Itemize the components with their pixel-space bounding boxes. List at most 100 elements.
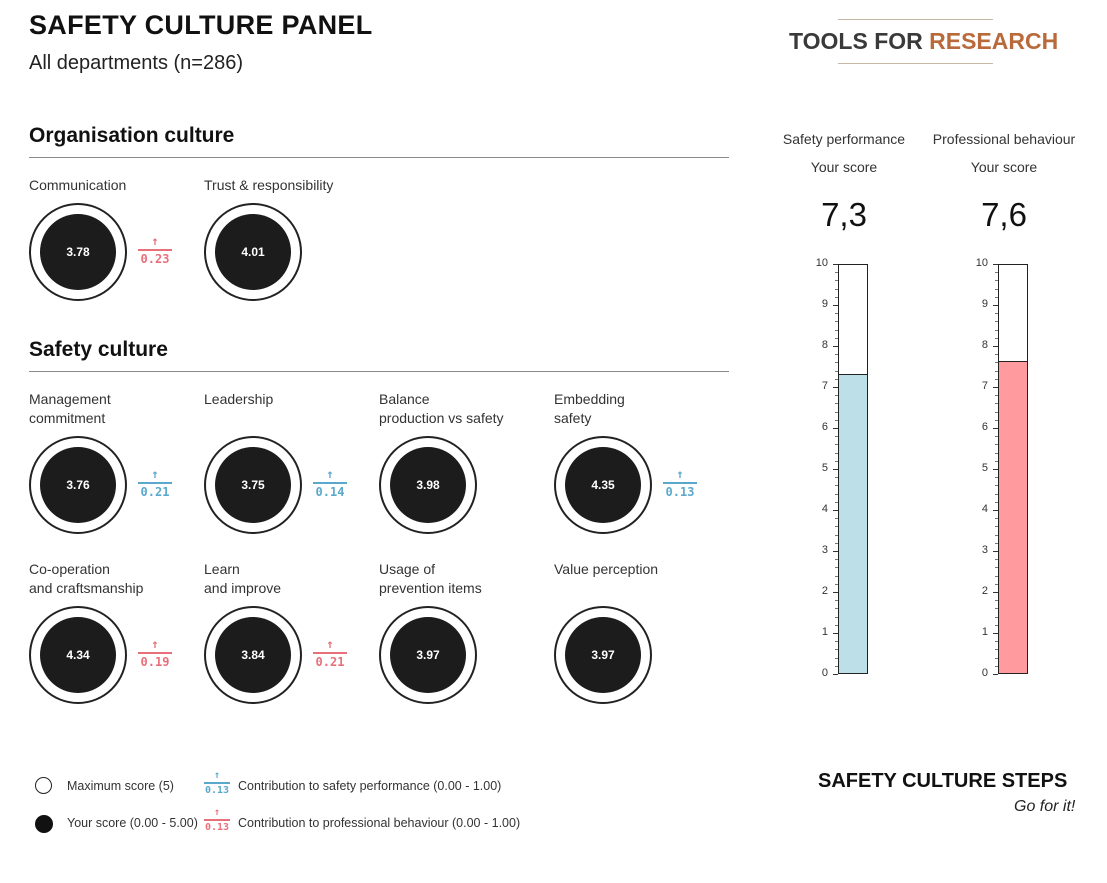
meter-minor-tick (835, 354, 838, 356)
meter-tick-label: 3 (981, 544, 988, 556)
up-arrow-icon: ↑ (326, 467, 334, 481)
meter-minor-tick (835, 600, 838, 602)
meter-tick (993, 510, 998, 511)
meter-minor-tick (995, 321, 998, 323)
section-divider (29, 157, 729, 158)
meter-tick (833, 264, 838, 265)
dimension-label-line: Trust & responsibility (204, 177, 334, 193)
meter-minor-tick (995, 501, 998, 503)
score-circle: 3.78 (29, 203, 127, 301)
meter-minor-tick (995, 452, 998, 454)
meter-minor-tick (835, 395, 838, 397)
score-value: 3.97 (390, 617, 466, 693)
meter-minor-tick (835, 452, 838, 454)
meter-minor-tick (835, 272, 838, 274)
meter-minor-tick (835, 526, 838, 528)
contribution-value: 0.13 (665, 485, 695, 499)
meter-minor-tick (995, 362, 998, 364)
meter-tick-label: 8 (821, 339, 828, 351)
contribution-value: 0.21 (140, 485, 170, 499)
dimension-label: Trust & responsibility (204, 176, 364, 195)
behaviour-contribution-indicator: ↑ 0.23 (138, 235, 172, 266)
meter-minor-tick (995, 288, 998, 290)
meter-tick (993, 551, 998, 552)
meter-bar-frame (998, 264, 1028, 674)
meter-tick-label: 7 (821, 380, 828, 392)
meter-minor-tick (835, 657, 838, 659)
meter-tick (833, 305, 838, 306)
meter-minor-tick (995, 665, 998, 667)
meter-tick (833, 592, 838, 593)
dimension-label: Co-operation and craftsmanship (29, 560, 189, 598)
behaviour-contribution-indicator: ↑ 0.19 (138, 638, 172, 669)
legend-max-score: Maximum score (5) (67, 779, 174, 793)
meter-tick (833, 551, 838, 552)
meter-bar-fill (839, 373, 867, 673)
meter-minor-tick (995, 477, 998, 479)
meter-minor-tick (835, 280, 838, 282)
score-circle: 3.98 (379, 436, 477, 534)
dimension-label: Leadership (204, 390, 364, 409)
meter-minor-tick (995, 624, 998, 626)
meter-tick-label: 1 (821, 626, 828, 638)
meter-minor-tick (835, 649, 838, 651)
meter-minor-tick (995, 337, 998, 339)
meter-minor-tick (835, 485, 838, 487)
meter-minor-tick (835, 288, 838, 290)
meter-minor-tick (995, 436, 998, 438)
meter-tick-label: 2 (981, 585, 988, 597)
meter-minor-tick (995, 583, 998, 585)
steps-title: SAFETY CULTURE STEPS (818, 770, 1068, 792)
meter-minor-tick (995, 444, 998, 446)
meter-minor-tick (995, 559, 998, 561)
meter-tick-label: 4 (981, 503, 988, 515)
dimension-label-line: production vs safety (379, 410, 504, 426)
section-title-organisation: Organisation culture (29, 124, 235, 147)
meter-tick-label: 0 (821, 667, 828, 679)
meter-tick-label: 6 (981, 421, 988, 433)
score-value: 3.97 (565, 617, 641, 693)
up-arrow-icon: ↑ (676, 467, 684, 481)
meter-tick (993, 428, 998, 429)
meter-minor-tick (995, 419, 998, 421)
dimension-label-line: prevention items (379, 580, 482, 596)
meter-minor-tick (995, 649, 998, 651)
dimension-label: Management commitment (29, 390, 189, 428)
meter-tick (993, 592, 998, 593)
meter-tick-label: 4 (821, 503, 828, 515)
meter-minor-tick (995, 280, 998, 282)
section-title-safety: Safety culture (29, 338, 168, 361)
meter-tick-label: 10 (815, 257, 828, 269)
meter-minor-tick (835, 477, 838, 479)
meter-minor-tick (995, 460, 998, 462)
meter-minor-tick (995, 518, 998, 520)
meter-minor-tick (835, 444, 838, 446)
score-value: 3.76 (40, 447, 116, 523)
score-circle: 3.97 (379, 606, 477, 704)
meter-your-score-label: Your score (970, 159, 1038, 175)
score-circle: 4.01 (204, 203, 302, 301)
meter-minor-tick (995, 567, 998, 569)
meter-minor-tick (835, 411, 838, 413)
logo-rule-bottom (838, 63, 993, 64)
meter-tick (833, 469, 838, 470)
meter-minor-tick (835, 362, 838, 364)
dimension-label-line: Embedding (554, 391, 625, 407)
meter-minor-tick (995, 526, 998, 528)
meter-minor-tick (835, 518, 838, 520)
meter-tick (993, 674, 998, 675)
meter-tick-label: 5 (821, 462, 828, 474)
score-value: 4.35 (565, 447, 641, 523)
score-circle: 3.84 (204, 606, 302, 704)
meter-minor-tick (995, 616, 998, 618)
meter-tick (833, 633, 838, 634)
contribution-value: 0.21 (315, 655, 345, 669)
meter-tick-label: 9 (821, 298, 828, 310)
meter-minor-tick (835, 403, 838, 405)
legend-contrib-safety: Contribution to safety performance (0.00… (238, 779, 502, 793)
meter-bar-frame (838, 264, 868, 674)
meter-tick (993, 346, 998, 347)
meter-minor-tick (835, 460, 838, 462)
dimension-label-line: Value perception (554, 561, 659, 577)
meter-minor-tick (995, 403, 998, 405)
